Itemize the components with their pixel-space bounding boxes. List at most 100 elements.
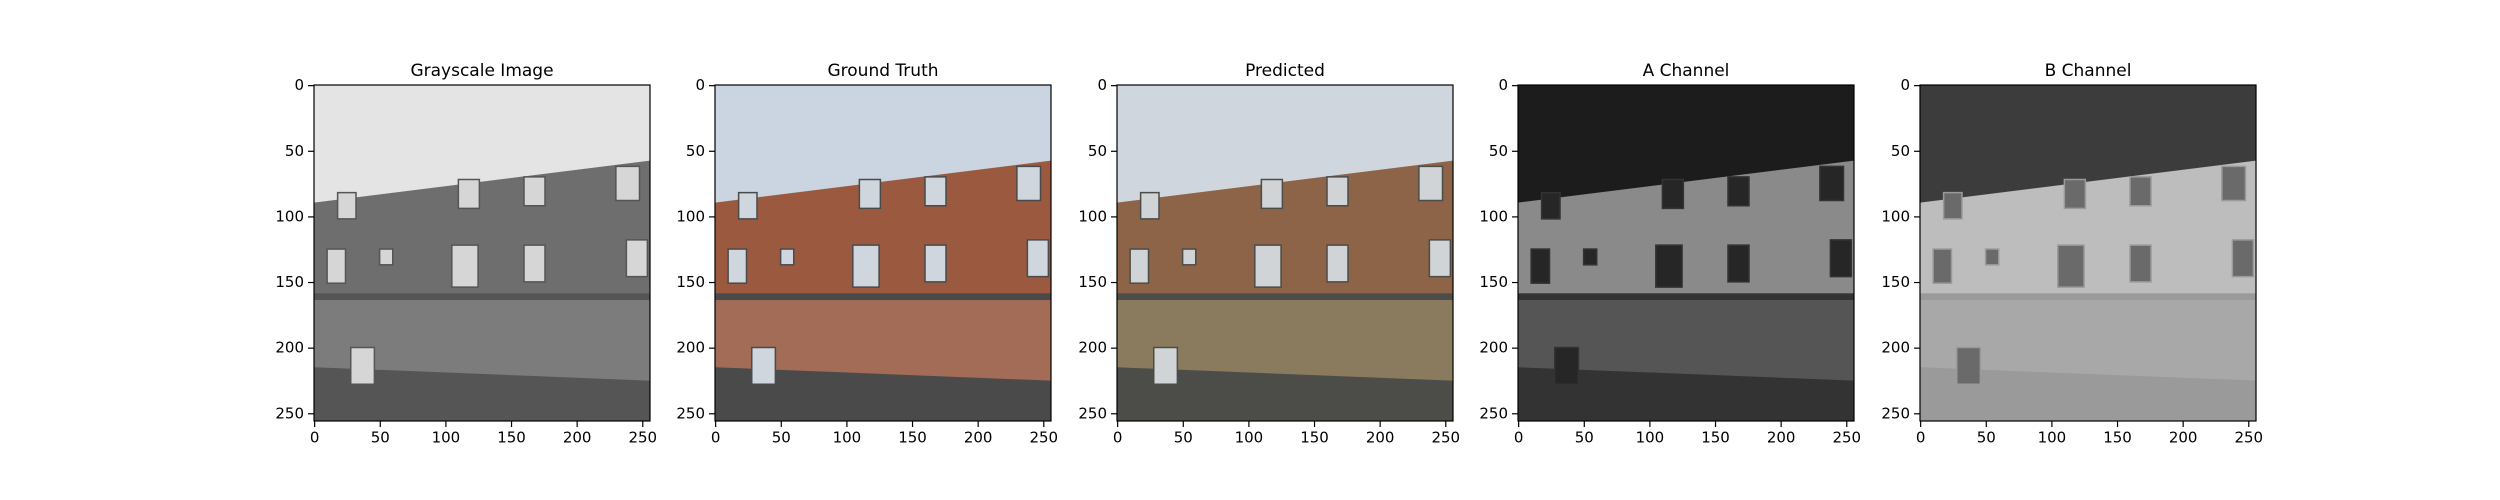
image-ledge <box>1117 293 1453 301</box>
image-window <box>1326 244 1349 283</box>
image-window <box>1418 165 1444 202</box>
image-window <box>2221 165 2247 202</box>
y-tick-label: 0 <box>1097 76 1107 94</box>
image-window <box>523 244 546 283</box>
y-tick-label: 150 <box>676 273 705 291</box>
image-window <box>2129 176 2152 207</box>
image-window <box>1129 248 1150 284</box>
image-window <box>1932 248 1953 284</box>
axes-frame <box>1517 84 1855 422</box>
image-ledge <box>1518 293 1854 301</box>
y-tick-label: 50 <box>1891 142 1910 160</box>
image-window <box>727 248 748 284</box>
x-tick-label: 150 <box>1300 429 1329 447</box>
image-window <box>326 248 347 284</box>
x-tick-label: 50 <box>1174 429 1193 447</box>
image-window <box>924 244 947 283</box>
axes-frame <box>1116 84 1454 422</box>
x-tick-label: 150 <box>2103 429 2132 447</box>
y-tick-label: 100 <box>676 207 705 225</box>
x-tick-label: 50 <box>772 429 791 447</box>
image-window <box>1956 346 1982 385</box>
image-window <box>751 346 777 385</box>
y-tick-label: 50 <box>686 142 705 160</box>
x-tick-label: 200 <box>964 429 993 447</box>
x-tick-label: 100 <box>432 429 461 447</box>
image-ground <box>314 367 650 421</box>
axes-frame <box>313 84 651 422</box>
image-window <box>1655 244 1683 288</box>
y-tick-label: 150 <box>1078 273 1107 291</box>
y-tick-label: 100 <box>275 207 304 225</box>
image-window <box>2231 239 2255 278</box>
x-tick-label: 200 <box>1366 429 1395 447</box>
axes-frame <box>714 84 1052 422</box>
y-tick-label: 0 <box>294 76 304 94</box>
y-tick-label: 50 <box>1489 142 1508 160</box>
x-tick-label: 100 <box>1235 429 1264 447</box>
y-tick-label: 100 <box>1881 207 1910 225</box>
image-window <box>615 165 641 202</box>
image-window <box>858 178 882 210</box>
image-window <box>1428 239 1452 278</box>
image-window <box>1326 176 1349 207</box>
image-window <box>457 178 481 210</box>
image-window <box>1582 248 1598 266</box>
y-tick-label: 0 <box>1498 76 1508 94</box>
x-tick-label: 250 <box>628 429 657 447</box>
x-tick-label: 100 <box>833 429 862 447</box>
image-window <box>779 248 795 266</box>
axes-title: B Channel <box>2045 61 2132 81</box>
y-tick-label: 50 <box>1088 142 1107 160</box>
image-window <box>737 191 758 220</box>
y-tick-label: 150 <box>1881 273 1910 291</box>
x-tick-label: 50 <box>371 429 390 447</box>
x-tick-label: 200 <box>563 429 592 447</box>
image-window <box>625 239 649 278</box>
y-tick-label: 250 <box>1479 404 1508 422</box>
image-window <box>523 176 546 207</box>
image-window <box>1661 178 1685 210</box>
x-tick-label: 100 <box>1636 429 1665 447</box>
y-tick-label: 0 <box>1900 76 1910 94</box>
x-tick-label: 0 <box>711 429 721 447</box>
image-ground <box>715 367 1051 421</box>
y-tick-label: 200 <box>1479 339 1508 357</box>
image-window <box>1026 239 1050 278</box>
image-ground <box>1117 367 1453 421</box>
image-window <box>1984 248 2000 266</box>
image-ledge <box>1920 293 2256 301</box>
image-window <box>1554 346 1580 385</box>
x-tick-label: 0 <box>310 429 320 447</box>
x-tick-label: 50 <box>1977 429 1996 447</box>
axes-title: A Channel <box>1643 61 1730 81</box>
x-tick-label: 150 <box>1701 429 1730 447</box>
axes-title: Ground Truth <box>827 61 938 81</box>
image-ground <box>1920 367 2256 421</box>
x-tick-label: 250 <box>1029 429 1058 447</box>
y-tick-label: 250 <box>275 404 304 422</box>
image-window <box>1819 165 1845 202</box>
x-tick-label: 150 <box>898 429 927 447</box>
x-tick-label: 50 <box>1575 429 1594 447</box>
y-tick-label: 200 <box>676 339 705 357</box>
image-window <box>1153 346 1179 385</box>
x-tick-label: 0 <box>1113 429 1123 447</box>
image-window <box>1942 191 1963 220</box>
x-tick-label: 0 <box>1514 429 1524 447</box>
image-window <box>2063 178 2087 210</box>
x-tick-label: 100 <box>2038 429 2067 447</box>
y-tick-label: 150 <box>275 273 304 291</box>
image-window <box>924 176 947 207</box>
axes-frame <box>1919 84 2257 422</box>
y-tick-label: 200 <box>1881 339 1910 357</box>
x-tick-label: 0 <box>1916 429 1926 447</box>
y-tick-label: 100 <box>1078 207 1107 225</box>
y-tick-label: 150 <box>1479 273 1508 291</box>
image-window <box>2057 244 2085 288</box>
image-window <box>1530 248 1551 284</box>
image-window <box>1181 248 1197 266</box>
x-tick-label: 250 <box>1431 429 1460 447</box>
image-ground <box>1518 367 1854 421</box>
